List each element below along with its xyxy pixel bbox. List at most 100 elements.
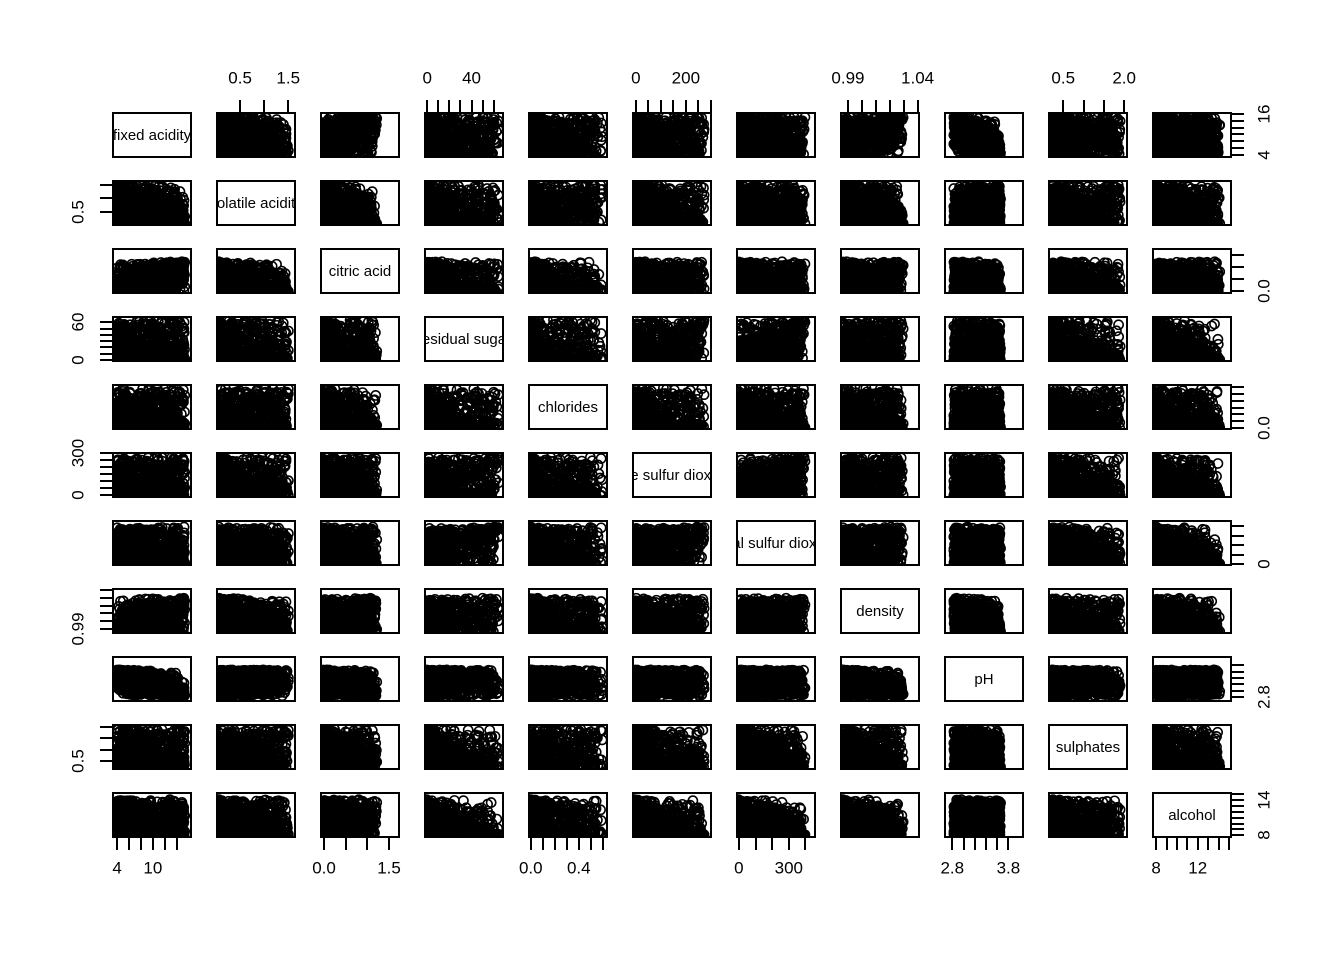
scatter-panel-total-sulfur-dioxide-vs-pH	[944, 520, 1024, 566]
axis-tick	[684, 100, 687, 112]
scatter-panel-density-vs-citric-acid	[320, 588, 400, 634]
diagonal-label-volatile-acidity: volatile acidity	[216, 180, 296, 226]
scatter-panel-fixed-acidity-vs-chlorides	[528, 112, 608, 158]
scatter-panel-volatile-acidity-vs-total-sulfur-dioxide	[736, 180, 816, 226]
scatter-panel-volatile-acidity-vs-density	[840, 180, 920, 226]
axis-tick	[1232, 420, 1244, 423]
axis-tick	[973, 838, 976, 850]
axis-tick	[100, 725, 112, 728]
variable-label: fixed acidity	[112, 126, 192, 144]
axis-tick	[697, 100, 700, 112]
axis-tick	[1232, 253, 1244, 256]
scatter-panel-fixed-acidity-vs-alcohol	[1152, 112, 1232, 158]
scatter-panel-sulphates-vs-density	[840, 724, 920, 770]
axis-tick	[1232, 140, 1244, 143]
axis-tick	[116, 838, 119, 850]
scatter-canvas	[426, 454, 502, 496]
axis-tick	[1232, 120, 1244, 123]
scatter-canvas	[1154, 318, 1230, 360]
axis-tick	[553, 838, 556, 850]
scatter-canvas	[842, 318, 918, 360]
scatter-canvas	[322, 590, 398, 632]
scatter-panel-total-sulfur-dioxide-vs-volatile-acidity	[216, 520, 296, 566]
scatter-panel-total-sulfur-dioxide-vs-citric-acid	[320, 520, 400, 566]
axis-tick	[481, 100, 484, 112]
axis-tick	[1232, 683, 1244, 686]
scatter-canvas	[842, 658, 918, 700]
scatter-panel-free-sulfur-dioxide-vs-chlorides	[528, 452, 608, 498]
axis-tick	[263, 100, 266, 112]
scatter-panel-free-sulfur-dioxide-vs-density	[840, 452, 920, 498]
axis-tick	[1232, 146, 1244, 149]
scatter-panel-residual-sugar-vs-citric-acid	[320, 316, 400, 362]
axis-tick	[1232, 799, 1244, 802]
axis-tick	[589, 838, 592, 850]
axis-tick	[175, 838, 178, 850]
axis-tick	[1232, 413, 1244, 416]
axis-tick	[1232, 534, 1244, 537]
axis-tick-label: 1.5	[377, 858, 401, 878]
axis-tick	[1232, 793, 1244, 796]
scatter-canvas	[738, 114, 814, 156]
axis-tick-label: 2.8	[940, 858, 965, 878]
scatter-canvas	[1050, 114, 1126, 156]
scatter-canvas	[218, 658, 294, 700]
scatter-canvas	[426, 182, 502, 224]
scatter-panel-chlorides-vs-residual-sugar	[424, 384, 504, 430]
scatter-canvas	[738, 454, 814, 496]
scatter-canvas	[530, 454, 606, 496]
axis-tick	[100, 759, 112, 762]
scatter-panel-total-sulfur-dioxide-vs-chlorides	[528, 520, 608, 566]
scatter-canvas	[530, 726, 606, 768]
diagonal-label-residual-sugar: residual sugar	[424, 316, 504, 362]
axis-tick	[565, 838, 568, 850]
scatter-panel-alcohol-vs-fixed-acidity	[112, 792, 192, 838]
scatter-panel-residual-sugar-vs-alcohol	[1152, 316, 1232, 362]
axis-tick	[1082, 100, 1085, 112]
scatter-panel-sulphates-vs-chlorides	[528, 724, 608, 770]
scatter-panel-chlorides-vs-sulphates	[1048, 384, 1128, 430]
scatter-canvas	[946, 318, 1022, 360]
scatter-canvas	[842, 386, 918, 428]
axis-tick	[1232, 126, 1244, 129]
axis-tick	[1232, 828, 1244, 831]
scatter-canvas	[114, 250, 190, 292]
scatter-panel-chlorides-vs-volatile-acidity	[216, 384, 296, 430]
scatter-canvas	[842, 114, 918, 156]
scatter-canvas	[426, 114, 502, 156]
axis-tick	[100, 588, 112, 591]
scatter-canvas	[738, 726, 814, 768]
axis-tick-label: 60	[68, 312, 88, 332]
axis-tick	[344, 838, 347, 850]
diagonal-label-free-sulfur-dioxide: free sulfur dioxide	[632, 452, 712, 498]
axis-tick	[492, 100, 495, 112]
scatter-canvas	[1050, 658, 1126, 700]
variable-label: sulphates	[1055, 738, 1121, 756]
axis-tick	[709, 100, 712, 112]
scatter-panel-density-vs-residual-sugar	[424, 588, 504, 634]
scatter-panel-sulphates-vs-total-sulfur-dioxide	[736, 724, 816, 770]
scatter-panel-pH-vs-total-sulfur-dioxide	[736, 656, 816, 702]
scatter-panel-pH-vs-residual-sugar	[424, 656, 504, 702]
scatter-canvas	[530, 794, 606, 836]
axis-tick-label: 300	[68, 438, 88, 468]
scatter-panel-alcohol-vs-sulphates	[1048, 792, 1128, 838]
axis-tick	[888, 100, 891, 112]
axis-tick	[1232, 810, 1244, 813]
scatter-panel-total-sulfur-dioxide-vs-residual-sugar	[424, 520, 504, 566]
axis-tick-label: 3.8	[996, 858, 1021, 878]
scatter-canvas	[842, 522, 918, 564]
scatter-panel-pH-vs-density	[840, 656, 920, 702]
scatter-panel-chlorides-vs-alcohol	[1152, 384, 1232, 430]
axis-tick	[860, 100, 863, 112]
scatter-panel-citric-acid-vs-alcohol	[1152, 248, 1232, 294]
diagonal-label-chlorides: chlorides	[528, 384, 608, 430]
scatter-panel-density-vs-alcohol	[1152, 588, 1232, 634]
axis-tick	[529, 838, 532, 850]
scatter-canvas	[322, 182, 398, 224]
scatter-canvas	[842, 182, 918, 224]
scatter-canvas	[114, 658, 190, 700]
axis-tick	[100, 452, 112, 455]
scatter-canvas	[946, 590, 1022, 632]
axis-tick	[239, 100, 242, 112]
